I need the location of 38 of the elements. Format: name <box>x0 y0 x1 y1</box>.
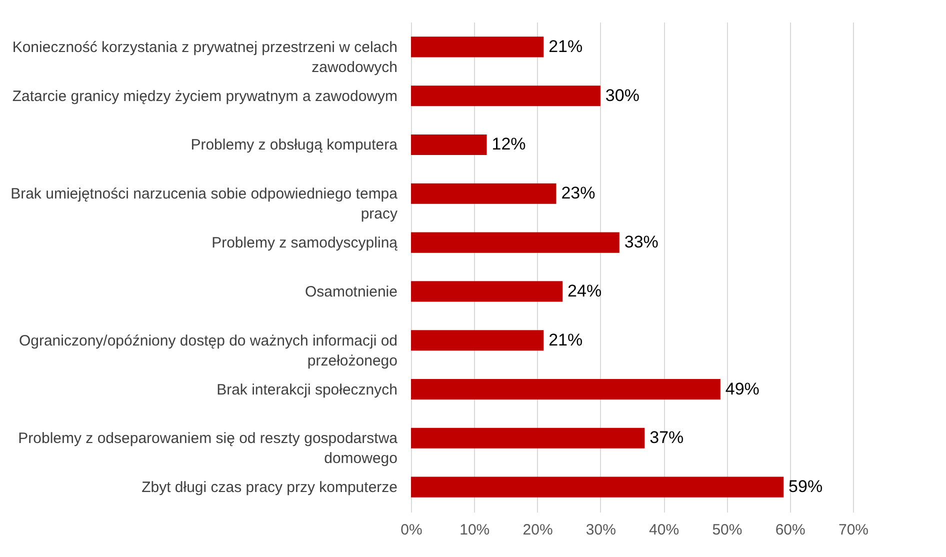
x-tick-label: 60% <box>775 522 806 538</box>
y-tick-label: Konieczność korzystania z prywatnej przestrzeni w celach zawodowych <box>12 38 398 76</box>
x-tick-label: 30% <box>586 522 616 538</box>
data-label: 49% <box>725 379 760 398</box>
bar <box>411 378 720 400</box>
data-label: 30% <box>605 86 640 105</box>
x-tick-label: 50% <box>712 522 742 538</box>
data-label: 21% <box>548 330 583 350</box>
bar <box>411 281 563 302</box>
data-label: 37% <box>650 428 684 448</box>
data-label: 12% <box>492 134 526 154</box>
x-tick-label: 20% <box>522 522 553 538</box>
x-tick-label: 70% <box>838 522 869 538</box>
data-label: 24% <box>568 281 602 300</box>
bar <box>411 183 556 204</box>
y-tick-label: Ograniczony/opóźniony dostęp do ważnych informacji od przełożonego <box>18 332 398 370</box>
y-tick-label: Zbyt długi czas pracy przy komputerze <box>142 479 398 496</box>
bar <box>411 476 784 498</box>
y-tick-label: Zatarcie granicy między życiem prywatnym a zawodowym <box>12 88 398 105</box>
bar <box>411 232 620 253</box>
y-tick-label: Problemy z samodyscypliną <box>212 234 398 252</box>
x-tick-label: 0% <box>400 522 422 538</box>
x-tick-label: 10% <box>460 522 490 538</box>
data-label: 33% <box>624 232 658 252</box>
y-tick-label: Brak interakcji społecznych <box>216 381 398 398</box>
data-label: 23% <box>561 184 596 203</box>
y-tick-label: Problemy z odseparowaniem się od reszty gospodarstwa domowego <box>18 430 398 468</box>
y-tick-label: Brak umiejętności narzucenia sobie odpowiedniego tempa pracy <box>10 186 398 223</box>
data-label: 21% <box>548 36 583 56</box>
data-label: 59% <box>788 477 823 496</box>
bar <box>411 428 645 448</box>
bar <box>411 36 544 58</box>
y-tick-label: Osamotnienie <box>304 283 398 300</box>
bar <box>411 134 487 156</box>
bar <box>411 330 544 351</box>
y-tick-label: Problemy z obsługą komputera <box>190 136 398 154</box>
x-tick-label: 40% <box>649 522 680 538</box>
bar <box>411 86 600 106</box>
